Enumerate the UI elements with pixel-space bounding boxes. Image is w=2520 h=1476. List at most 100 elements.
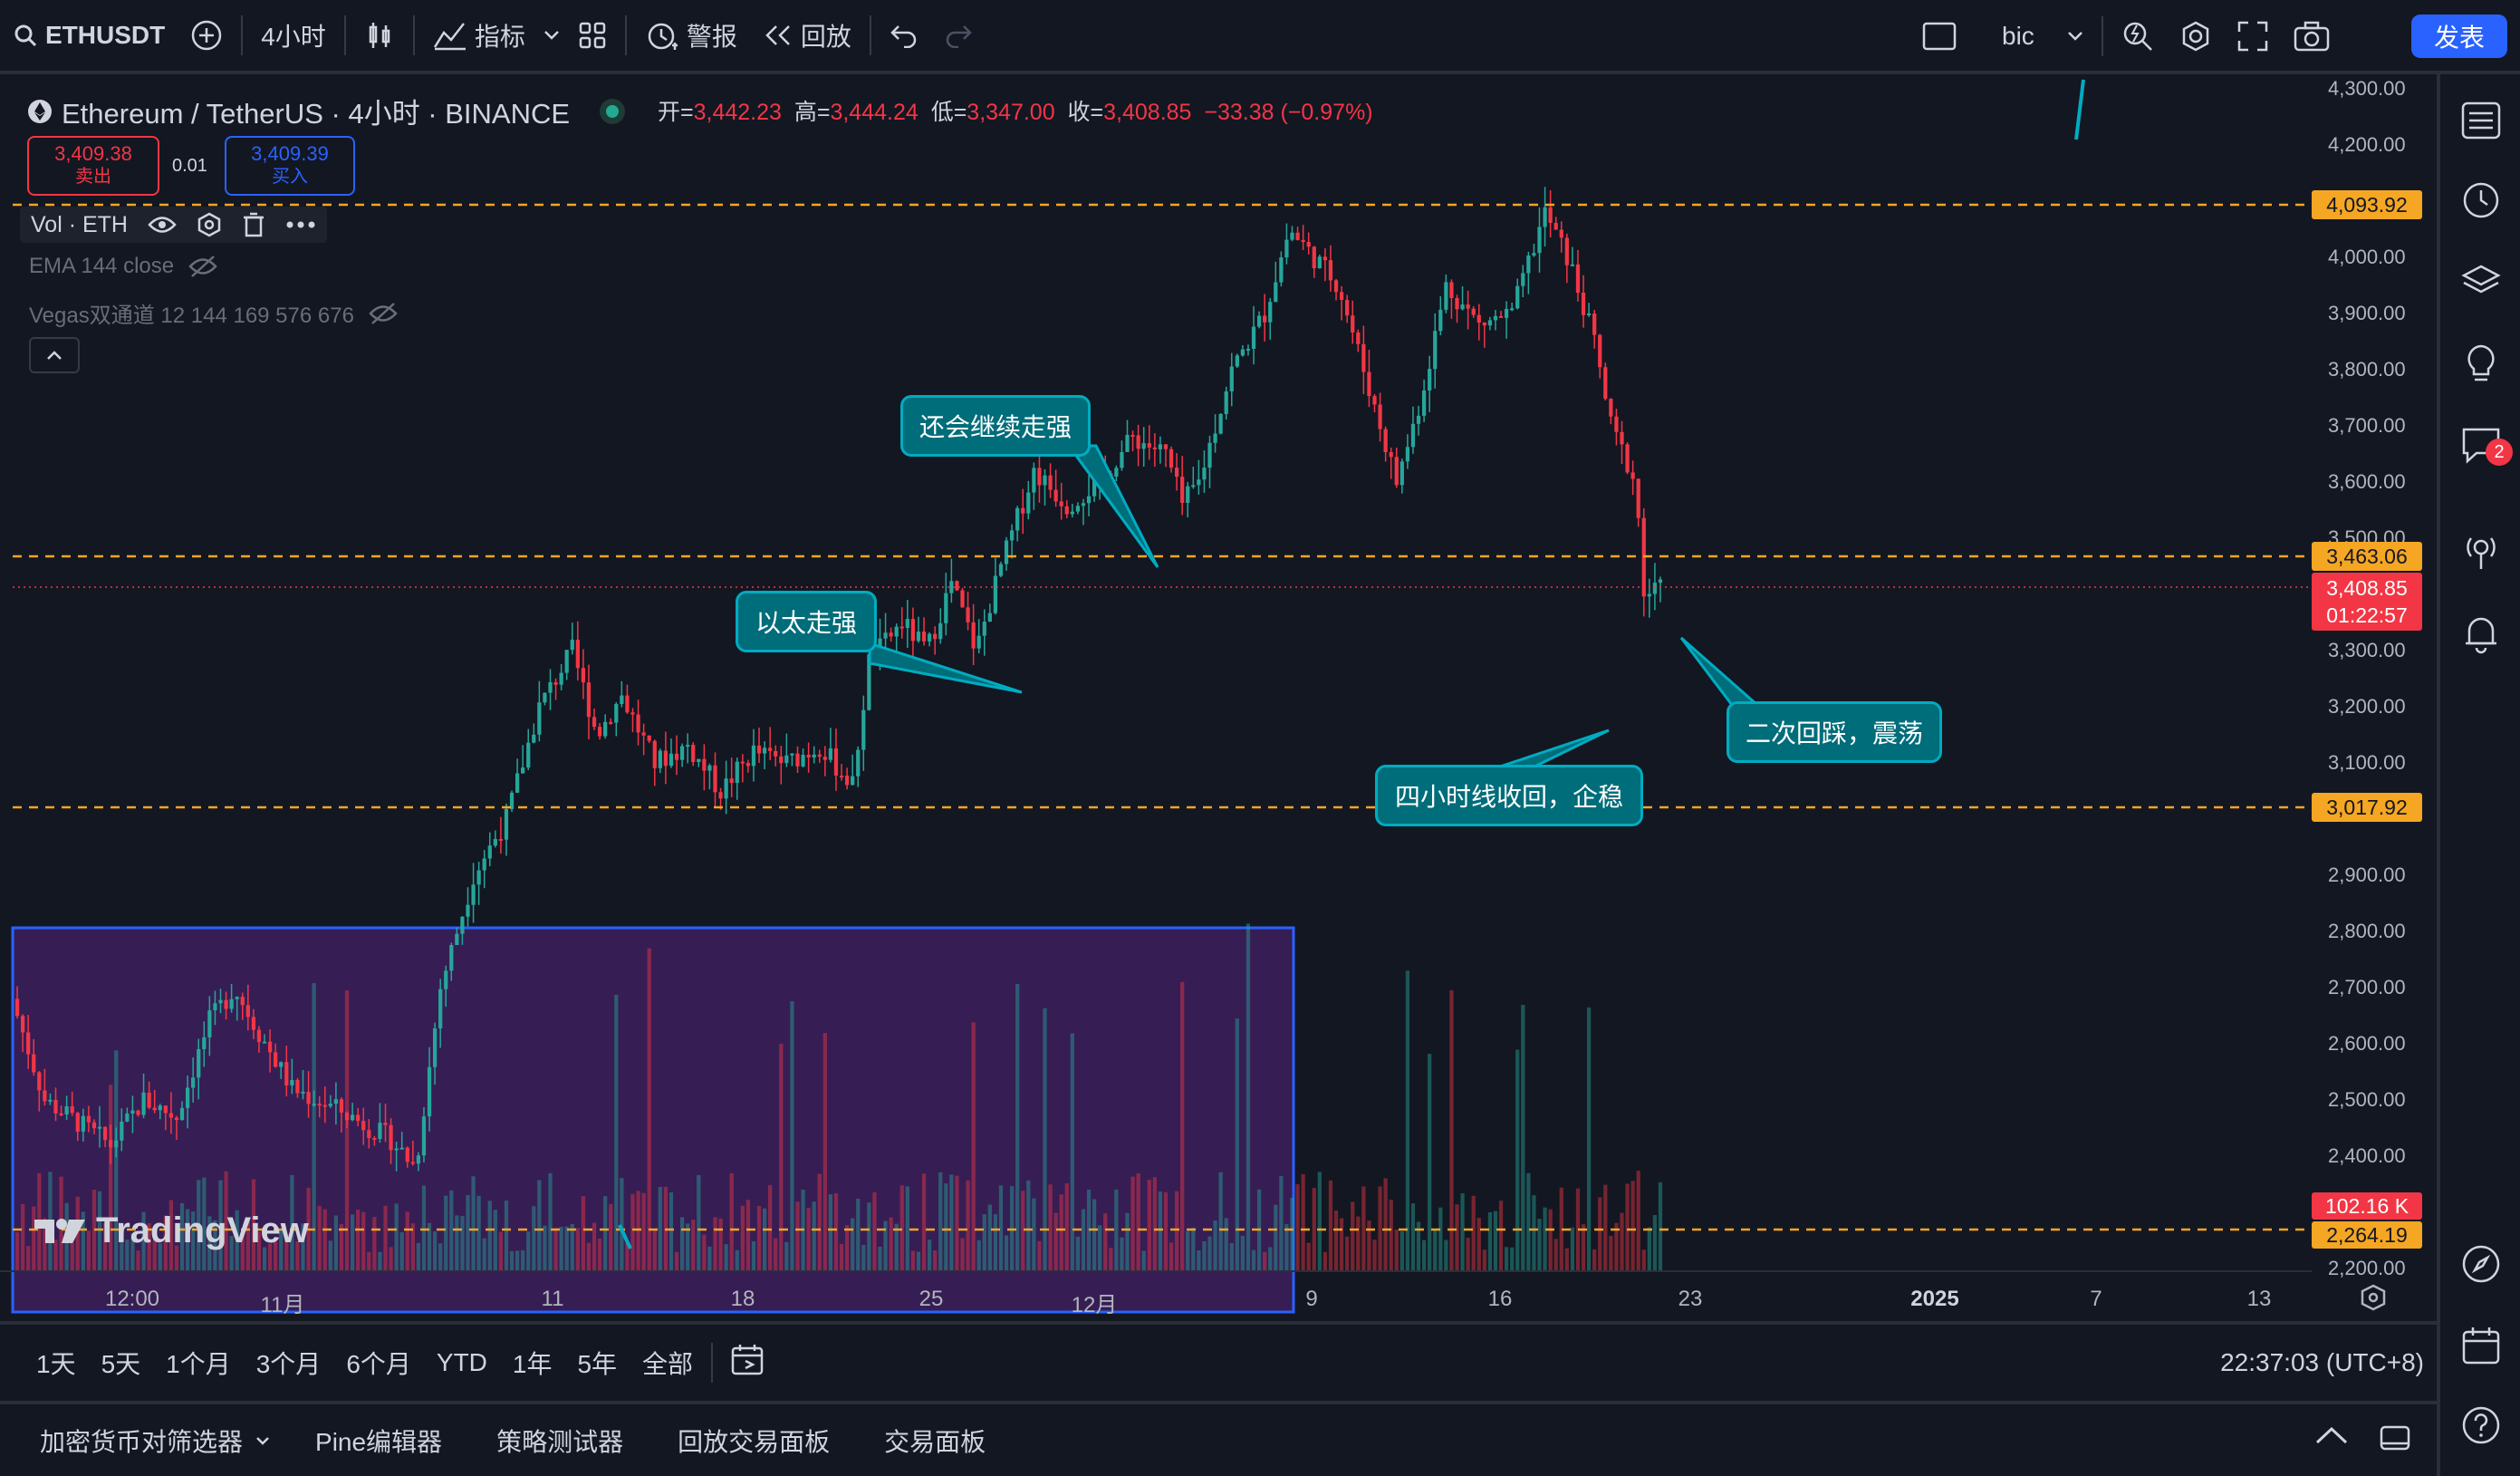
indicator-templates-button[interactable] [538,0,565,72]
market-status-icon[interactable] [597,96,628,127]
volume-bar [1586,1007,1592,1270]
buy-button[interactable]: 3,409.39 买入 [225,136,355,196]
sell-button[interactable]: 3,409.38 卖出 [27,136,159,196]
replay-button[interactable]: 回放 [750,0,864,72]
alert-button[interactable]: 警报 [632,0,750,72]
volume-bar [905,1186,909,1270]
candle-body [493,838,497,846]
trend-line-small[interactable] [618,1224,632,1249]
chart-type-button[interactable] [351,0,408,72]
volume-bar [1351,1201,1355,1270]
range-1m[interactable]: 1个月 [166,1350,231,1378]
undo-button[interactable] [877,0,931,72]
settings-button[interactable] [2167,0,2225,72]
candle-body [1504,308,1509,318]
compare-button[interactable] [178,0,236,72]
candle-body [1235,355,1239,367]
range-ytd[interactable]: YTD [436,1348,487,1376]
time-axis[interactable] [0,1270,2312,1321]
axis-settings-button[interactable] [2359,1283,2388,1317]
tab-crypto-screener[interactable]: 加密货币对筛选器 [13,1423,288,1459]
collapse-panel-button[interactable] [2313,1424,2350,1451]
publish-button[interactable]: 发表 [2411,14,2507,58]
volume-bar [740,1205,745,1270]
more-icon[interactable] [285,220,316,229]
close-value: 3,408.85 [1103,100,1192,125]
clock-timezone[interactable]: 22:37:03 (UTC+8) [2220,1348,2424,1376]
layout-menu-button[interactable] [2054,0,2096,72]
eye-icon[interactable] [148,215,177,235]
calendar-icon[interactable] [2460,1325,2502,1366]
eye-off-icon[interactable] [369,302,398,325]
eye-off-icon[interactable] [188,255,217,278]
range-1y[interactable]: 1年 [512,1350,553,1378]
candle-body [1268,302,1273,323]
goto-date-button[interactable] [718,1344,780,1383]
maximize-panel-button[interactable] [2379,1423,2411,1458]
lightbulb-icon[interactable] [2460,342,2502,384]
collapse-legend-button[interactable] [29,337,80,373]
candle-body [322,1105,327,1107]
candle-body [867,654,871,710]
candle-body [1548,207,1553,223]
price-tick-label: 3,300.00 [2328,639,2406,661]
annotation-callout-4[interactable]: 四小时线收回，企稳 [1375,765,1643,826]
candle-body [185,1087,190,1108]
indicator-vegas[interactable]: Vegas双通道 12 144 169 576 676 [29,297,398,329]
bell-icon[interactable] [2460,613,2502,654]
alerts-clock-icon[interactable] [2460,179,2502,221]
compass-icon[interactable] [2460,1243,2502,1285]
volume-bar [949,1174,954,1270]
price-tick-label: 2,900.00 [2328,863,2406,886]
tab-pine-editor[interactable]: Pine编辑器 [315,1427,443,1456]
range-5y[interactable]: 5年 [577,1350,618,1378]
price-axis[interactable]: 4,300.004,200.004,100.004,000.003,900.00… [2312,74,2437,1279]
chart-pane[interactable]: Ethereum / TetherUS · 4小时 · BINANCE 开=3,… [0,74,2437,1321]
range-1d[interactable]: 1天 [36,1350,76,1378]
interval-button[interactable]: 4小时 [248,0,339,72]
gear-icon[interactable] [197,212,222,237]
layout-name-button[interactable]: bic [1969,0,2054,72]
help-icon[interactable] [2460,1404,2502,1446]
volume-bar [686,1223,690,1270]
indicator-vol[interactable]: Vol · ETH [20,207,327,243]
trash-icon[interactable] [242,212,265,237]
alert-label: 警报 [686,23,737,51]
trend-line[interactable] [2074,79,2085,140]
volume-bar [921,1173,927,1270]
annotation-callout-2[interactable]: 以太走强 [736,591,877,652]
indicator-ema[interactable]: EMA 144 close [29,254,217,279]
tab-replay-trading-panel[interactable]: 回放交易面板 [678,1427,831,1456]
volume-bar [1114,1189,1119,1270]
annotation-callout-1[interactable]: 还会继续走强 [900,395,1091,457]
range-5d[interactable]: 5天 [101,1350,141,1378]
divider [241,15,244,55]
layers-icon[interactable] [2460,261,2502,303]
quick-search-button[interactable] [2109,0,2167,72]
volume-bar [630,1193,635,1270]
indicators-button[interactable]: 指标 [420,0,538,72]
symbol-legend[interactable]: Ethereum / TetherUS · 4小时 · BINANCE [27,91,628,131]
layout-grid-button[interactable] [565,0,620,72]
snapshot-button[interactable] [2281,0,2342,72]
tab-strategy-tester[interactable]: 策略测试器 [496,1427,624,1456]
range-3m[interactable]: 3个月 [255,1350,322,1378]
volume-bar [592,1222,597,1270]
candle-body [344,1112,350,1121]
range-6m[interactable]: 6个月 [346,1350,411,1378]
symbol-search[interactable]: ETHUSDT [0,0,178,72]
broadcast-icon[interactable] [2460,531,2502,573]
volume-bar [1498,1201,1504,1270]
volume-bar [339,1223,344,1270]
tab-trading-panel[interactable]: 交易面板 [884,1427,986,1456]
annotation-callout-3[interactable]: 二次回踩，震荡 [1726,701,1942,763]
price-chart[interactable] [0,74,2437,1321]
volume-bar [559,1226,563,1270]
watchlist-icon[interactable] [2460,100,2502,141]
chat-icon[interactable] [2460,424,2502,466]
fullscreen-layout-button[interactable] [1909,0,1969,72]
volume-bar [218,1180,223,1270]
redo-button[interactable] [931,0,986,72]
fullscreen-button[interactable] [2225,0,2281,72]
range-all[interactable]: 全部 [642,1350,694,1378]
